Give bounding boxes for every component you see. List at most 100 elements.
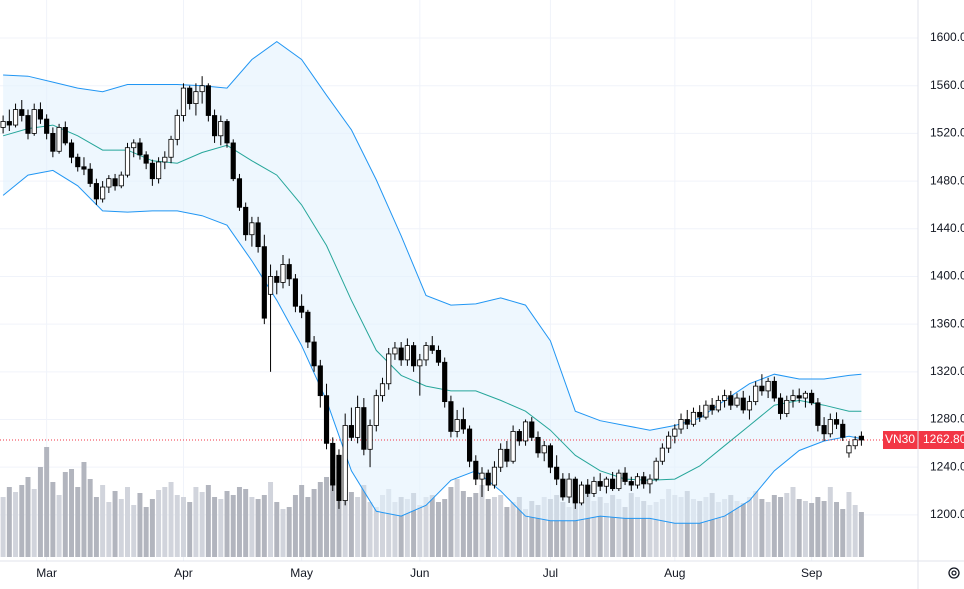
volume-bar [579,499,585,557]
volume-bar [529,501,535,557]
candle-body [0,121,6,128]
volume-bar [205,485,211,557]
volume-bar [255,499,261,557]
candle-body [137,142,143,156]
candle-body [703,404,709,418]
volume-bar [37,467,43,557]
candle-body [149,162,155,180]
volume-bar [13,492,19,557]
volume-bar [355,497,361,557]
volume-bar [467,497,473,557]
candle-body [429,345,435,351]
candle-body [846,445,852,454]
candle-body [131,142,137,149]
volume-bar [765,502,771,557]
volume-bar [858,512,864,557]
symbol-label: VN30 [885,432,915,446]
candle-body [796,395,802,399]
volume-bar [367,502,373,557]
volume-bar [19,485,25,557]
candle-body [622,472,628,482]
candle-body [647,478,653,485]
volume-bar [6,487,12,557]
candle-body [653,460,659,480]
candle-body [143,154,149,164]
volume-bar [628,493,634,557]
candle-body [460,419,466,430]
volume-bar [44,447,50,557]
y-tick-label: 1200.00 [930,507,964,521]
candle-body [118,174,124,187]
settings-ring [948,567,960,579]
volume-bar [821,501,827,557]
volume-bar [268,482,274,557]
candle-body [81,166,87,170]
volume-bar [460,491,466,557]
volume-bar [292,495,298,557]
volume-bar [591,501,597,557]
volume-bar [168,482,174,557]
candle-body [199,85,205,93]
candle-body [554,466,560,480]
candle-body [684,419,690,425]
volume-bar [404,499,410,557]
candle-body [224,121,230,144]
candle-body [715,400,721,411]
volume-bar [541,497,547,557]
volume-bar [622,507,628,557]
candle-body [299,305,305,313]
volume-bar [616,499,622,557]
candle-body [379,383,386,397]
candle-body [840,423,846,438]
candle-body [44,118,50,134]
candle-body [560,478,566,498]
candle-body [578,484,585,504]
candle-body [827,419,833,435]
volume-bar [398,497,404,557]
volume-bar [299,485,305,557]
volume-bar [386,489,392,557]
candle-body [697,411,703,418]
volume-bar [149,499,155,557]
y-tick-label: 1600.00 [930,30,964,44]
volume-bar [479,485,485,557]
candle-body [771,380,777,399]
volume-bar [610,495,616,557]
volume-bar [840,509,846,557]
candle-body [572,478,578,504]
volume-bar [827,487,833,557]
volume-bar [690,499,696,557]
volume-bar [771,495,777,557]
volume-bar [218,499,224,557]
candle-body [37,109,44,120]
candle-body [6,121,12,126]
candle-body [498,448,504,468]
volume-bar [81,462,87,557]
volume-bar [746,497,752,557]
volume-bar [802,501,808,557]
volume-bar [653,502,659,557]
candle-body [529,421,535,438]
volume-bar [535,505,541,557]
volume-bar [187,502,193,557]
candle-body [566,478,572,498]
volume-bar [25,477,31,557]
settings-core [951,570,957,576]
volume-bar [423,497,429,557]
candle-body [634,476,641,486]
symbol-tag [883,431,918,450]
candle-body [777,397,784,414]
candle-body [491,466,498,486]
volume-bar [180,497,186,557]
candle-body [12,109,19,126]
candle-body [547,445,554,468]
settings-icon[interactable] [948,567,960,579]
volume-bar [635,497,640,557]
volume-bar [224,491,230,557]
volume-bar [212,497,218,557]
volume-bar [641,501,647,557]
volume-bar [411,493,417,557]
candle-body [211,115,218,137]
candle-body [790,395,796,401]
candle-body [659,447,665,462]
